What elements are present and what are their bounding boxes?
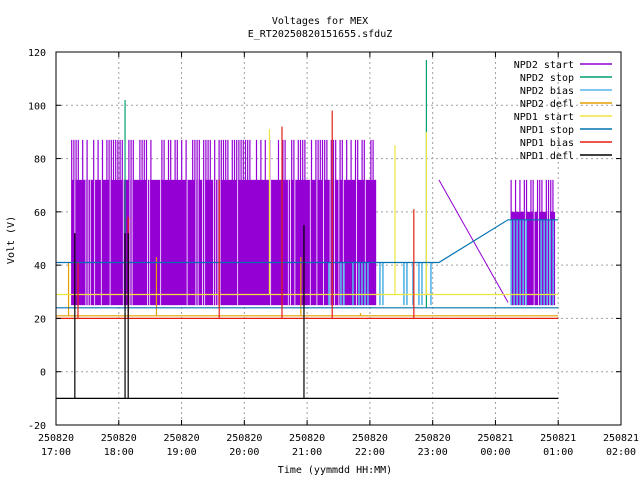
x-tick-label-time: 02:00 — [606, 447, 636, 458]
x-tick-label-time: 20:00 — [229, 447, 259, 458]
x-tick-label-date: 250820 — [163, 433, 199, 444]
x-tick-label-time: 18:00 — [104, 447, 134, 458]
legend-label-npd2-start: NPD2 start — [514, 60, 574, 71]
plot-area — [56, 59, 559, 399]
y-tick-label: 0 — [40, 368, 46, 379]
plot-frame — [55, 51, 622, 426]
legend-label-npd2-bias: NPD2 bias — [520, 86, 574, 97]
npd2-bias-segment — [510, 219, 554, 306]
legend-label-npd1-bias: NPD1 bias — [520, 138, 574, 149]
legend-label-npd1-stop: NPD1 stop — [520, 125, 574, 136]
x-axis-label: Time (yymmdd HH:MM) — [278, 465, 392, 476]
x-tick-label-time: 23:00 — [418, 447, 448, 458]
x-tick-label-date: 250820 — [415, 433, 451, 444]
legend-label-npd2-stop: NPD2 stop — [520, 73, 574, 84]
npd2-bias-segment — [328, 262, 432, 306]
x-tick-label-date: 250820 — [226, 433, 262, 444]
x-tick-label-time: 01:00 — [543, 447, 573, 458]
y-tick-label: 120 — [28, 48, 46, 59]
y-tick-label: 80 — [34, 155, 46, 166]
x-tick-label-date: 250821 — [603, 433, 639, 444]
legend-label-npd1-start: NPD1 start — [514, 112, 574, 123]
y-tick-label: -20 — [28, 421, 46, 432]
x-tick-label-time: 22:00 — [355, 447, 385, 458]
chart-title: Voltages for MEX — [272, 16, 368, 27]
x-tick-label-time: 17:00 — [41, 447, 71, 458]
y-tick-label: 20 — [34, 314, 46, 325]
x-tick-label-date: 250820 — [352, 433, 388, 444]
x-tick-label-time: 19:00 — [167, 447, 197, 458]
legend: NPD2 start NPD2 stop NPD2 bias NPD2 defl NPD… — [514, 60, 612, 162]
x-tick-label-date: 250820 — [101, 433, 137, 444]
y-tick-label: 60 — [34, 208, 46, 219]
legend-label-npd1-defl: NPD1 defl — [520, 151, 574, 162]
chart-subtitle: E_RT20250820151655.sfduZ — [248, 29, 393, 40]
x-tick-label-time: 00:00 — [480, 447, 510, 458]
y-axis-label: Volt (V) — [6, 216, 17, 264]
legend-label-npd2-defl: NPD2 defl — [520, 99, 574, 110]
npd2-start-segment — [71, 139, 377, 306]
x-tick-label-date: 250821 — [540, 433, 576, 444]
y-tick-label: 100 — [28, 101, 46, 112]
x-tick-label-date: 250821 — [477, 433, 513, 444]
x-tick-label-date: 250820 — [289, 433, 325, 444]
x-tick-label-time: 21:00 — [292, 447, 322, 458]
axes: -20 0 20 40 60 80 100 120 250820 17:00 250820 18:00… — [28, 48, 639, 458]
x-tick-label-date: 250820 — [38, 433, 74, 444]
npd1-stop-line — [56, 219, 559, 264]
y-tick-label: 40 — [34, 261, 46, 272]
